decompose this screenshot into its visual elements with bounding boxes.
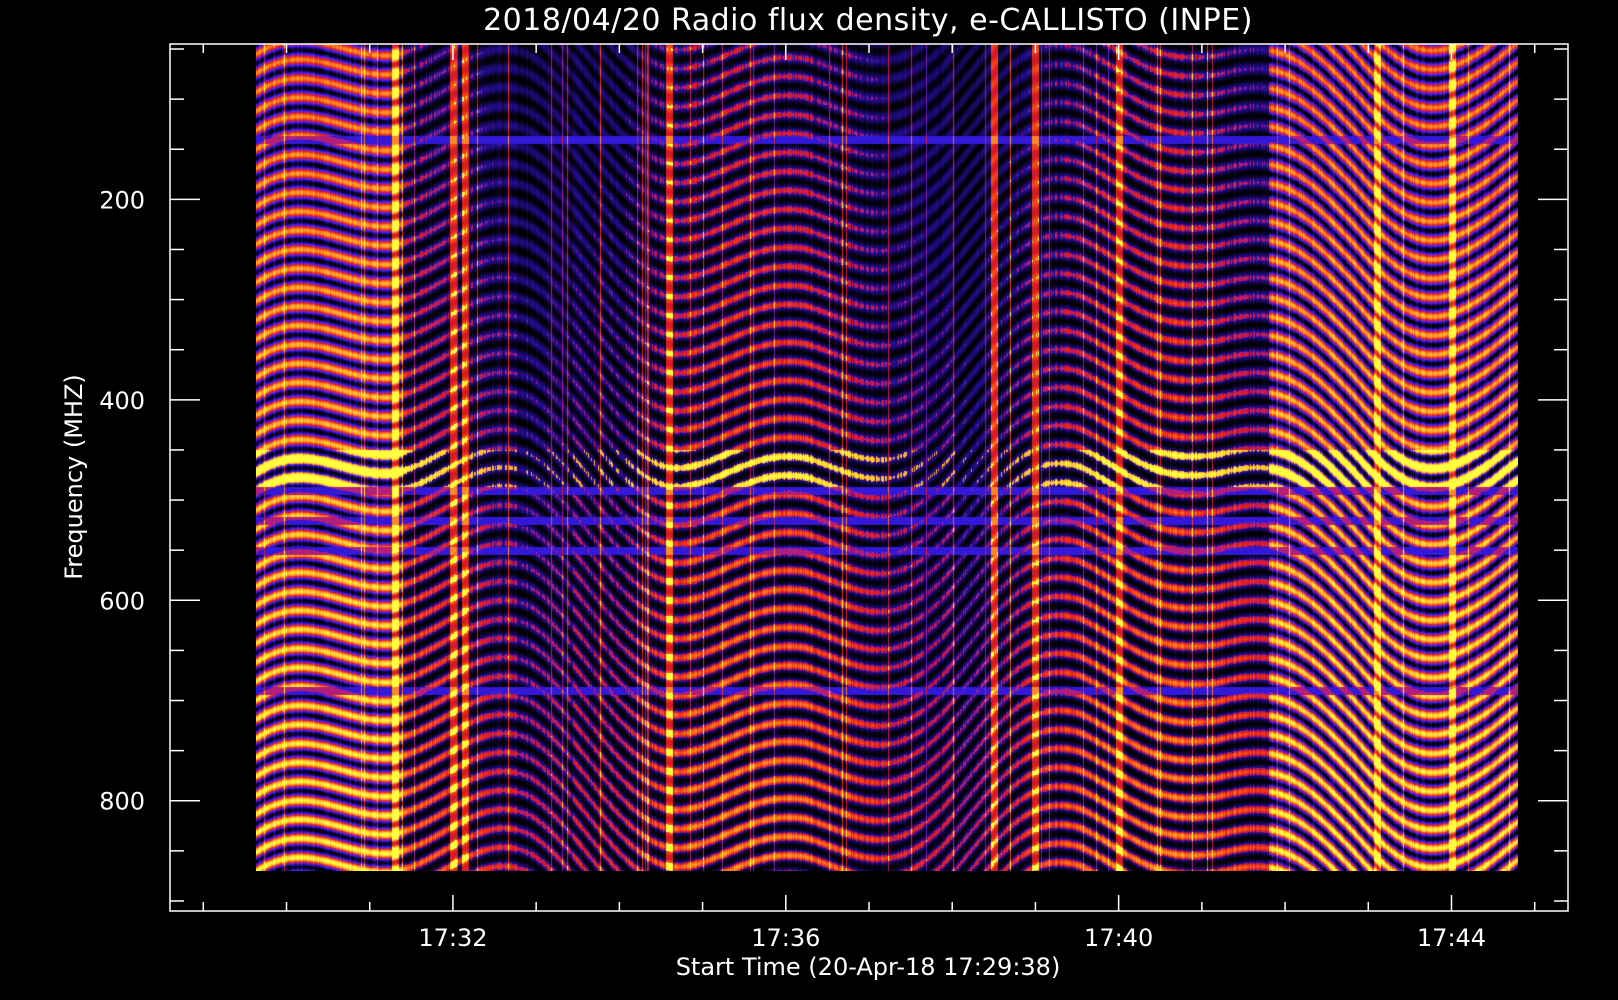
y-tick-label: 400 (99, 387, 145, 415)
y-tick-label: 800 (99, 788, 145, 816)
x-tick-label: 17:40 (1084, 924, 1153, 952)
plot-area (256, 44, 1518, 871)
y-tick-label: 600 (99, 587, 145, 615)
spectrogram-heatmap (256, 44, 1518, 871)
y-axis-label: Frequency (MHZ) (60, 374, 88, 580)
y-axis: 200 400 600 800 (99, 48, 1568, 902)
x-tick-label: 17:44 (1417, 924, 1486, 952)
x-axis: 17:32 17:36 17:40 17:44 (202, 44, 1536, 952)
x-axis-label: Start Time (20-Apr-18 17:29:38) (676, 953, 1061, 981)
y-tick-label: 200 (99, 186, 145, 214)
chart-title: 2018/04/20 Radio flux density, e-CALLIST… (483, 3, 1253, 38)
x-tick-label: 17:32 (418, 924, 487, 952)
x-tick-label: 17:36 (751, 924, 820, 952)
